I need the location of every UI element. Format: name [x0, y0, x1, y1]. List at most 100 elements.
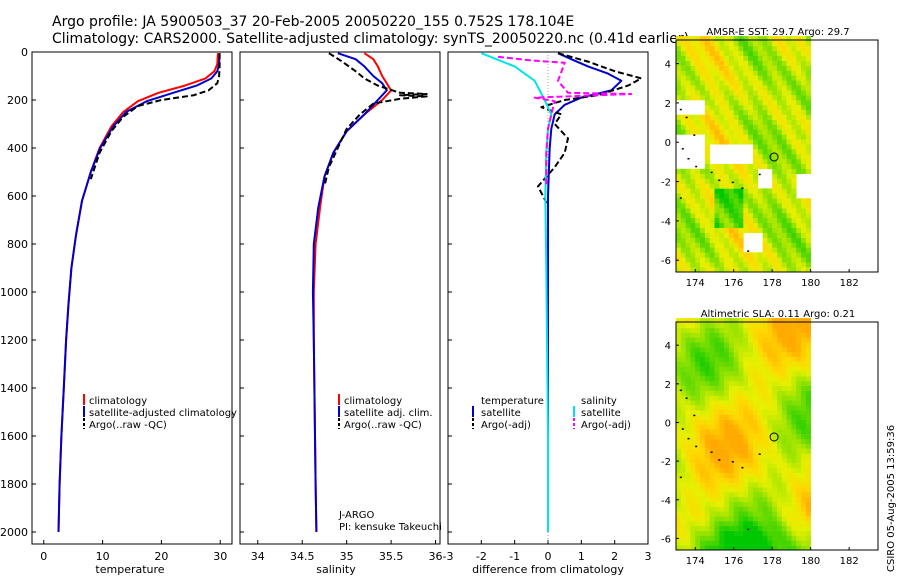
heatmap-cell — [796, 323, 802, 329]
heatmap-cell — [748, 85, 754, 91]
heatmap-cell — [724, 163, 730, 170]
sst-map-frame — [675, 39, 879, 273]
heatmap-cell — [728, 104, 734, 111]
heatmap-cell — [714, 453, 720, 459]
heatmap-cell — [796, 366, 802, 372]
series-line — [57, 53, 221, 533]
heatmap-cell — [781, 390, 787, 396]
heatmap-cell — [685, 41, 691, 47]
x-tick-label: 34.5 — [290, 550, 315, 563]
heatmap-cell — [777, 217, 783, 224]
heatmap-cell — [690, 492, 696, 498]
heatmap-cell — [690, 347, 696, 353]
heatmap-cell — [685, 356, 691, 362]
heatmap-cell — [767, 511, 773, 517]
heatmap-cell — [733, 188, 739, 194]
heatmap-cell — [767, 323, 773, 329]
heatmap-cell — [700, 400, 706, 406]
heatmap-cell — [743, 109, 749, 115]
heatmap-cell — [757, 134, 763, 140]
heatmap-cell — [753, 168, 759, 174]
heatmap-cell — [772, 405, 778, 411]
heatmap-cell — [757, 414, 763, 420]
heatmap-cell — [738, 213, 744, 219]
heatmap-cell — [753, 213, 759, 219]
heatmap-cell — [719, 227, 725, 233]
heatmap-cell — [738, 409, 744, 415]
heatmap-cell — [767, 525, 773, 531]
heatmap-cell — [796, 247, 802, 253]
heatmap-cell — [700, 332, 706, 338]
heatmap-cell — [757, 496, 763, 502]
heatmap-cell — [728, 70, 734, 76]
heatmap-cell — [772, 545, 778, 551]
heatmap-cell — [719, 506, 725, 512]
heatmap-cell — [719, 267, 725, 273]
heatmap-cell — [753, 540, 759, 546]
heatmap-cell — [719, 521, 725, 527]
heatmap-cell — [680, 530, 686, 536]
x-tick-label: -2 — [476, 550, 487, 563]
heatmap-cell — [753, 463, 759, 469]
heatmap-cell — [724, 525, 730, 531]
heatmap-cell — [805, 540, 811, 546]
heatmap-cell — [695, 188, 701, 194]
heatmap-cell — [709, 371, 715, 377]
heatmap-cell — [709, 267, 715, 273]
heatmap-cell — [748, 487, 754, 493]
heatmap-cell — [781, 521, 787, 527]
heatmap-cell — [753, 158, 759, 165]
heatmap-cell — [796, 385, 802, 391]
heatmap-cell — [685, 361, 691, 367]
heatmap-cell — [801, 208, 807, 214]
heatmap-cell — [805, 376, 811, 382]
heatmap-cell — [690, 400, 696, 406]
heatmap-cell — [719, 429, 725, 435]
heatmap-cell — [733, 168, 739, 174]
heatmap-cell — [685, 395, 691, 401]
heatmap-cell — [695, 366, 701, 372]
heatmap-cell — [748, 168, 754, 174]
heatmap-cell — [719, 496, 725, 502]
heatmap-cell — [704, 400, 710, 406]
heatmap-cell — [695, 405, 701, 411]
heatmap-cell — [700, 530, 706, 536]
heatmap-cell — [767, 414, 773, 420]
heatmap-cell — [676, 119, 682, 125]
heatmap-cell — [796, 168, 802, 174]
heatmap-cell — [676, 501, 682, 507]
heatmap-cell — [724, 380, 730, 386]
heatmap-cell — [676, 414, 682, 420]
heatmap-cell — [777, 104, 783, 111]
heatmap-cell — [704, 385, 710, 391]
heatmap-cell — [690, 95, 696, 101]
heatmap-cell — [796, 458, 802, 464]
heatmap-cell — [700, 482, 706, 488]
heatmap-cell — [777, 530, 783, 536]
heatmap-cell — [791, 232, 797, 238]
heatmap-cell — [757, 70, 763, 76]
heatmap-cell — [801, 424, 807, 430]
heatmap-cell — [724, 482, 730, 488]
heatmap-cell — [676, 70, 682, 76]
heatmap-cell — [724, 45, 730, 52]
heatmap-cell — [724, 429, 730, 435]
heatmap-cell — [805, 511, 811, 517]
heatmap-cell — [690, 183, 696, 189]
heatmap-cell — [719, 438, 725, 444]
heatmap-cell — [685, 323, 691, 329]
heatmap-cell — [801, 70, 807, 76]
heatmap-cell — [690, 198, 696, 204]
heatmap-cell — [767, 429, 773, 435]
heatmap-cell — [680, 193, 686, 199]
heatmap-cell — [772, 380, 778, 386]
heatmap-cell — [704, 332, 710, 338]
heatmap-cell — [709, 50, 715, 56]
heatmap-cell — [786, 395, 792, 401]
heatmap-cell — [786, 55, 792, 61]
heatmap-cell — [733, 222, 739, 228]
heatmap-cell — [796, 347, 802, 353]
heatmap-cell — [719, 424, 725, 430]
heatmap-cell — [805, 163, 811, 170]
